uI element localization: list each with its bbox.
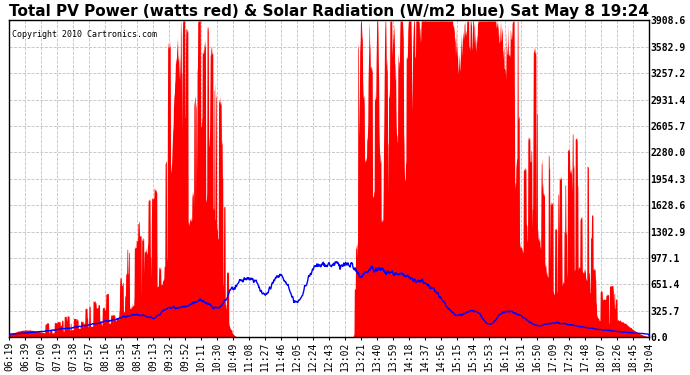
Text: Copyright 2010 Cartronics.com: Copyright 2010 Cartronics.com [12, 30, 157, 39]
Title: Total PV Power (watts red) & Solar Radiation (W/m2 blue) Sat May 8 19:24: Total PV Power (watts red) & Solar Radia… [9, 4, 649, 19]
